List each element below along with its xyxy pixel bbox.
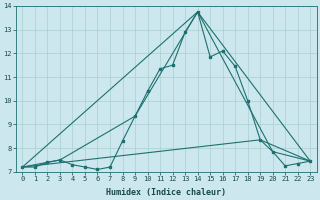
X-axis label: Humidex (Indice chaleur): Humidex (Indice chaleur) [106, 188, 226, 197]
